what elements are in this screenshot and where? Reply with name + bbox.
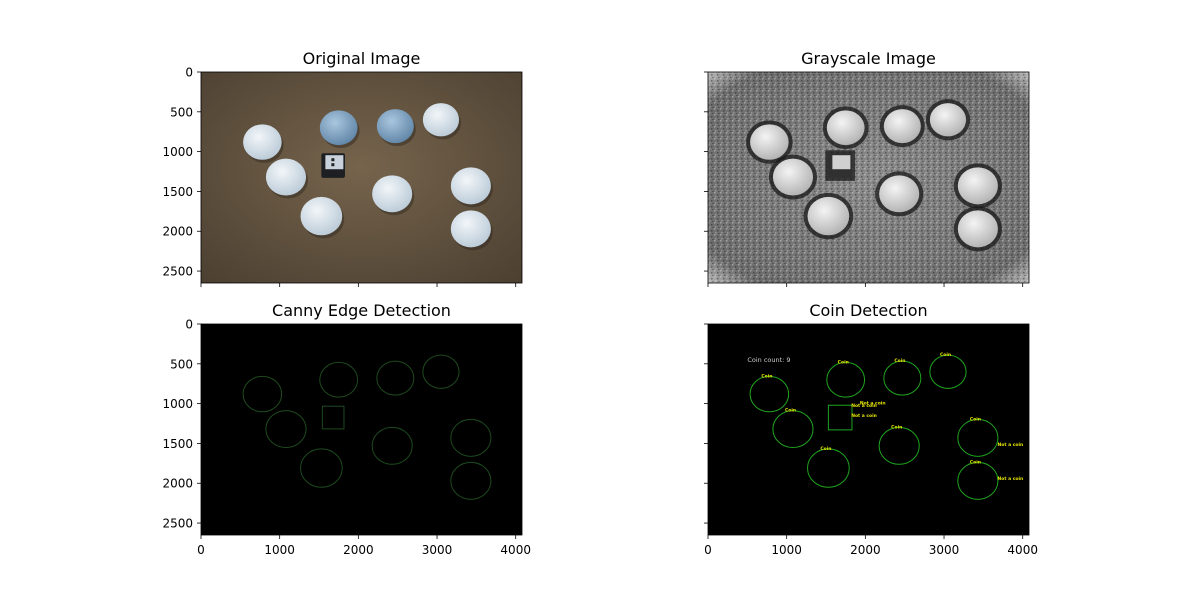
subplot-title: Grayscale Image [801,49,936,68]
not-coin-label: Not a coin [998,476,1024,482]
coin [265,158,307,196]
coin [750,124,789,160]
x-tick-label: 3000 [929,543,960,557]
coin-label: Coin [761,373,772,379]
y-tick-label: 1500 [162,437,193,451]
subplot-edges: Canny Edge Detection 0 500 1000 1500 2000 2500… [162,301,531,557]
not-coin-label: Not a coin [860,400,886,406]
coin-label: Coin [838,359,849,365]
axes-frame [200,323,523,536]
y-tick-label: 0 [185,66,193,80]
usb-hole [331,163,335,167]
subplot-original: Original Image 0 500 1000 1500 2000 2500 [162,49,523,287]
axes-frame [707,323,1030,536]
not-coin-label: Not a coin [851,413,877,419]
y-tick-label: 1500 [162,185,193,199]
y-tick-label: 0 [185,318,193,332]
usb-contour [827,404,853,431]
coin-label: Coin [894,358,905,364]
coin [957,167,998,205]
detected-coin-circle [826,361,866,398]
coin-label: Coin [785,408,796,414]
image-background [201,324,522,535]
coin [772,158,814,196]
detected-coin-circle [878,426,920,465]
detected-coin-circle [749,375,790,413]
x-tick-label: 2000 [343,543,374,557]
image-area [201,72,522,283]
coin [883,109,921,144]
coin-edge [371,426,413,465]
detected-coin-circle [807,448,850,488]
axes-frame [200,71,523,284]
coin-count-label: Coin count: 9 [747,356,790,364]
coin-label: Coin [891,424,902,430]
coin [422,103,460,137]
detected-coin-circle [772,410,814,449]
detected-coin-circle [957,461,999,500]
not-coin-label: Not a coin [851,403,877,409]
coin [879,175,920,213]
coin-label: Coin [820,446,831,452]
coin [826,110,865,146]
y-tick-label: 1000 [162,397,193,411]
coin-label: Coin [970,416,981,422]
coin [807,196,850,236]
x-tick-label: 2000 [850,543,881,557]
usb-connector [325,155,344,170]
coin-label: Coin [940,352,951,358]
coin [957,210,998,248]
coin [450,210,491,248]
x-tick-label: 4000 [500,543,531,557]
subplot-detection: Coin Coin Coin Coin Coin Coin Coin Coin Coin Not … [704,301,1038,557]
coin-edge [450,418,492,457]
not-coin-label: Not a coin [998,442,1024,448]
image-area [201,324,522,535]
y-tick-label: 500 [170,357,193,371]
subplot-grayscale: Grayscale Image [704,49,1030,287]
coin [319,110,358,146]
detected-coin-circle [883,360,922,396]
y-tick-label: 1000 [162,145,193,159]
detected-coin-circle [957,418,999,457]
usb-connector [832,155,851,170]
y-tick-label: 2500 [162,265,193,279]
x-tick-label: 0 [704,543,712,557]
y-tick-label: 2000 [162,477,193,491]
x-tick-label: 4000 [1007,543,1038,557]
image-background [708,324,1029,535]
subplot-title: Original Image [303,49,421,68]
x-tick-label: 1000 [264,543,295,557]
y-tick-label: 500 [170,105,193,119]
x-tick-label: 3000 [422,543,453,557]
image-area: Coin Coin Coin Coin Coin Coin Coin Coin Coin Not … [708,324,1029,535]
coin [376,109,414,144]
coin [243,124,282,160]
coin [372,175,413,213]
detected-coin-circle [929,354,967,389]
coin-edge [450,461,492,500]
coin-edge [265,410,307,449]
x-tick-label: 0 [197,543,205,557]
coin-edge [242,375,283,413]
y-tick-label: 2500 [162,517,193,531]
subplot-title: Coin Detection [809,301,927,320]
axes-frame [707,71,1030,284]
image-area [708,72,1029,283]
coin-edge [422,354,460,389]
x-tick-label: 1000 [771,543,802,557]
coin [450,167,491,205]
usb-edge [321,405,345,430]
coin [929,103,967,137]
coin-label: Coin [970,459,981,465]
y-tick-label: 2000 [162,225,193,239]
coin [300,196,343,236]
coin-edge [319,361,359,398]
coin-edge [376,360,415,396]
coin-edge [300,448,343,488]
subplot-title: Canny Edge Detection [272,301,451,320]
usb-hole [331,158,335,162]
